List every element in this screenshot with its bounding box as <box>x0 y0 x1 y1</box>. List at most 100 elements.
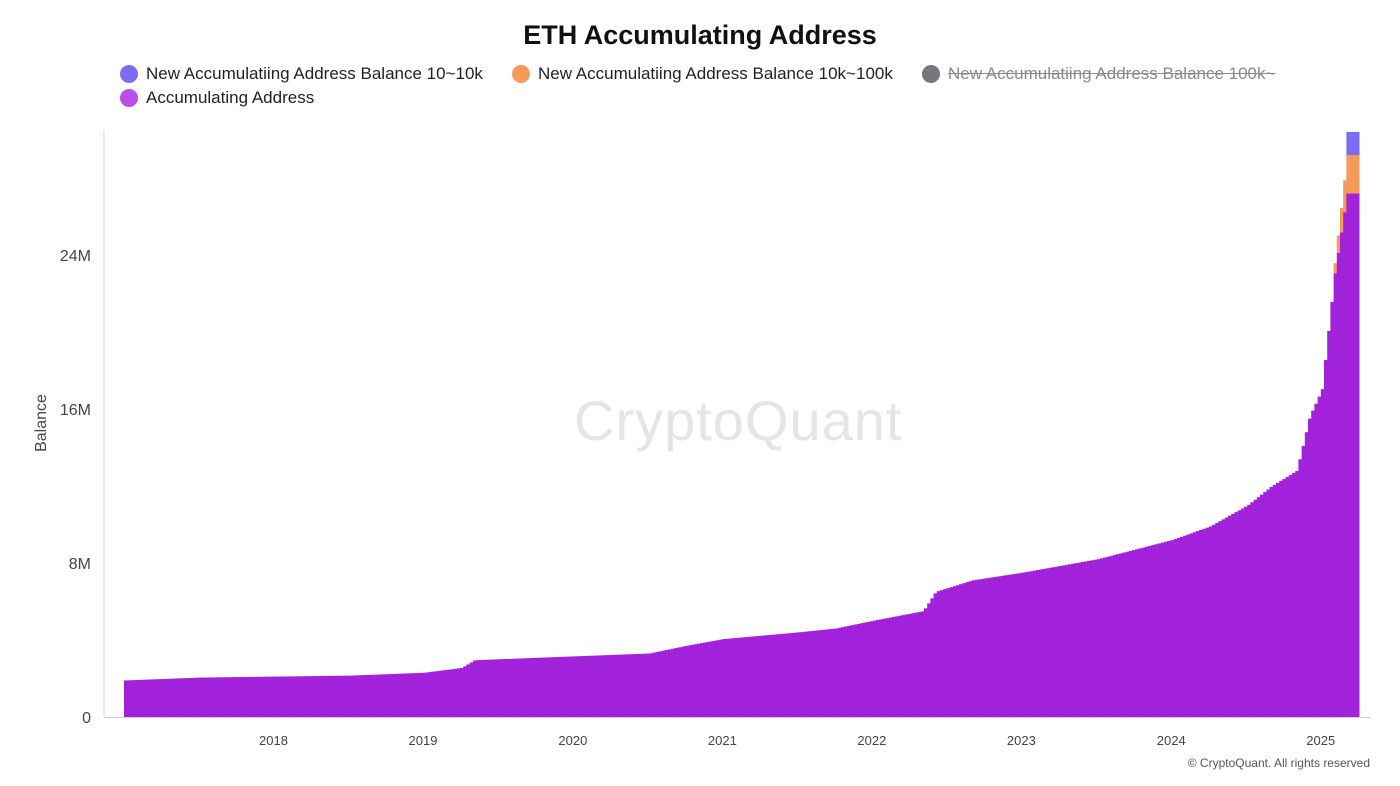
bar <box>373 674 378 717</box>
bar <box>687 645 691 717</box>
legend-item-10-10k[interactable]: New Accumulatiing Address Balance 10~10k <box>120 64 483 84</box>
bar <box>924 608 928 717</box>
bar-series <box>124 131 1360 717</box>
bar <box>290 676 294 717</box>
bar <box>1186 534 1190 717</box>
bar <box>421 672 426 717</box>
bar <box>719 639 723 717</box>
bar <box>504 659 509 717</box>
bar <box>546 657 550 717</box>
bar <box>127 680 131 717</box>
bar <box>1032 570 1037 717</box>
bar <box>680 646 685 717</box>
bar <box>1144 546 1149 717</box>
bar <box>879 619 883 717</box>
y-axis-title: Balance <box>33 394 50 452</box>
bar <box>1125 551 1130 717</box>
bar <box>1100 558 1104 717</box>
bar <box>1157 543 1162 717</box>
bar <box>216 677 221 717</box>
bar <box>1308 418 1312 717</box>
bar <box>1023 572 1027 717</box>
bar <box>767 635 771 717</box>
bar <box>1304 432 1309 717</box>
bar <box>440 670 445 717</box>
x-tick-label: 2019 <box>409 733 438 748</box>
bar <box>1196 531 1200 717</box>
bar <box>796 632 800 717</box>
bar <box>360 675 365 717</box>
bar <box>744 637 749 717</box>
bar <box>1132 550 1136 717</box>
bar <box>1314 403 1318 717</box>
bar <box>1240 508 1245 717</box>
legend-item-accumulating-address[interactable]: Accumulating Address <box>120 88 314 108</box>
bar <box>732 638 736 717</box>
bar <box>264 676 269 717</box>
bar <box>383 674 387 717</box>
bar <box>549 657 554 717</box>
bar <box>447 669 451 717</box>
bar <box>488 659 493 717</box>
bar <box>901 615 906 717</box>
x-tick-label: 2020 <box>558 733 587 748</box>
bar <box>1272 484 1277 717</box>
bar-segment-10k-100k <box>1343 180 1347 213</box>
bar <box>344 675 349 717</box>
bar <box>434 671 438 717</box>
bar <box>799 632 803 717</box>
bar <box>568 656 573 717</box>
bar <box>1020 572 1024 717</box>
bar <box>162 678 166 717</box>
bar <box>287 676 291 717</box>
bar <box>706 641 710 717</box>
bar <box>616 654 621 717</box>
bar <box>1103 557 1107 717</box>
bar <box>1320 389 1325 717</box>
bar <box>1084 561 1088 717</box>
bar <box>191 677 195 717</box>
bar <box>994 576 998 717</box>
bar <box>591 655 595 717</box>
legend-label: New Accumulatiing Address Balance 10~10k <box>146 64 483 83</box>
bar <box>1048 567 1053 717</box>
bar-segment-10k-100k <box>1349 155 1354 194</box>
bar <box>828 629 832 717</box>
bar <box>1122 552 1126 717</box>
bar <box>130 680 134 717</box>
bar <box>776 634 781 717</box>
bar <box>584 655 589 717</box>
bar <box>911 613 915 717</box>
bar <box>1215 522 1219 717</box>
bar <box>408 673 413 717</box>
bar <box>1154 544 1158 717</box>
bar <box>863 622 867 717</box>
y-tick-label: 8M <box>69 556 91 573</box>
bar <box>834 628 838 717</box>
bar <box>338 675 342 717</box>
bar <box>213 677 218 717</box>
bar-segment-10k-100k <box>1352 155 1357 194</box>
bar <box>501 659 506 717</box>
bar-segment-10k-100k <box>1333 263 1338 274</box>
bar <box>895 616 899 717</box>
bar <box>674 648 678 717</box>
bar <box>930 598 934 717</box>
bar <box>236 677 240 717</box>
bar <box>1218 521 1222 717</box>
bar <box>223 677 227 717</box>
bar <box>629 654 634 717</box>
bar <box>1052 567 1056 717</box>
bar <box>1096 559 1101 717</box>
bar <box>684 646 688 717</box>
bar <box>757 635 762 717</box>
bar <box>1016 573 1021 717</box>
legend-item-100k-plus[interactable]: New Accumulatiing Address Balance 100k~ <box>922 64 1275 84</box>
bar <box>511 658 515 717</box>
bar <box>453 668 458 717</box>
bar <box>978 579 982 717</box>
bar <box>578 656 582 717</box>
legend-item-10k-100k[interactable]: New Accumulatiing Address Balance 10k~10… <box>512 64 893 84</box>
bar <box>1295 470 1299 717</box>
bar <box>412 673 416 717</box>
